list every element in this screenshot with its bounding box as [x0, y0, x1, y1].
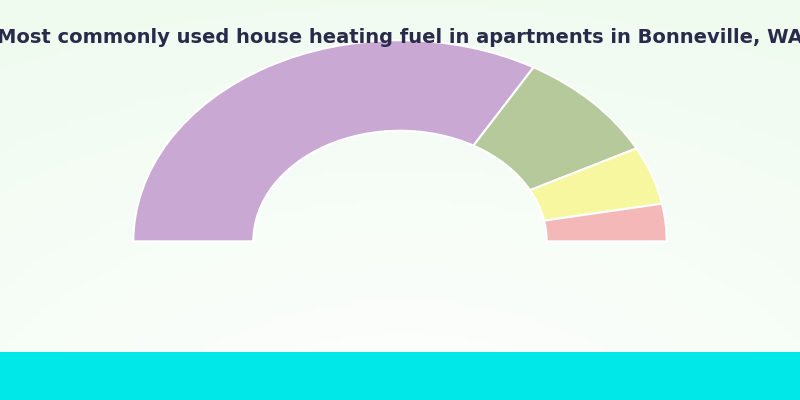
Text: Most commonly used house heating fuel in apartments in Bonneville, WA: Most commonly used house heating fuel in… [0, 28, 800, 47]
Wedge shape [530, 148, 662, 221]
Wedge shape [544, 204, 666, 241]
Wedge shape [134, 40, 534, 241]
Wedge shape [474, 67, 637, 190]
